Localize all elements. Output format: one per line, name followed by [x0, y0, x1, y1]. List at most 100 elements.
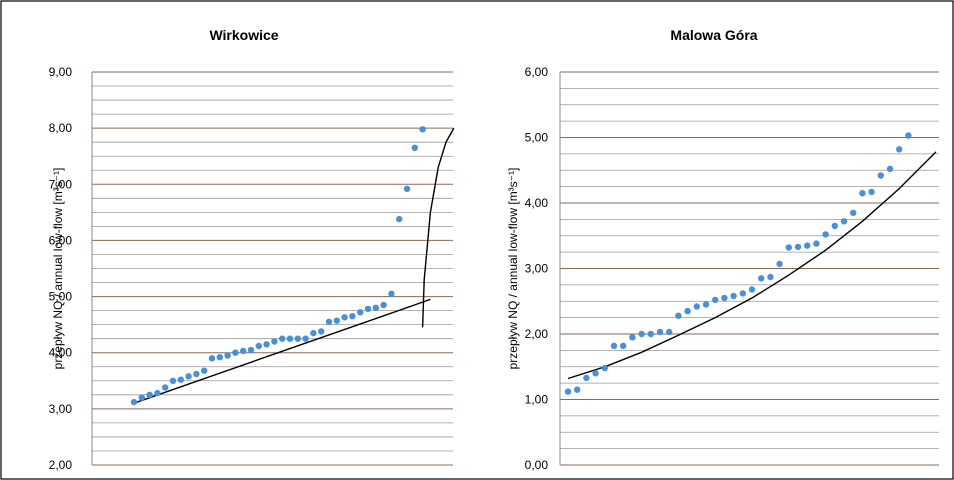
data-point [247, 346, 255, 354]
data-point [794, 243, 802, 251]
data-point [583, 374, 590, 382]
data-point [767, 273, 774, 281]
data-point [610, 342, 618, 349]
data-point [146, 391, 153, 398]
data-point [216, 354, 223, 361]
data-point [177, 376, 184, 383]
data-point [271, 338, 278, 345]
data-point [675, 312, 682, 319]
data-point [255, 342, 262, 350]
data-point [638, 330, 645, 338]
data-point [240, 347, 247, 355]
data-point [758, 275, 765, 282]
data-point [868, 188, 875, 196]
y-tick-label: 5,00 [525, 131, 549, 145]
data-point [333, 317, 340, 324]
y-tick-label: 9,00 [49, 65, 73, 79]
y-tick-label: 3,00 [49, 402, 73, 416]
data-point [380, 301, 387, 309]
data-point [130, 398, 138, 406]
data-point [739, 290, 746, 297]
chart-0: Wirkowice 2,00 3,00 4,00 5,00 6,00 7,00 8,00 9,0… [49, 27, 455, 472]
data-point [620, 342, 627, 349]
data-point [693, 303, 700, 310]
data-point [325, 318, 333, 325]
trend-line [133, 298, 431, 404]
chart-title: Wirkowice [209, 27, 278, 43]
y-axis-title: przepływ NQ / annual low-flow [m³s⁻¹] [51, 168, 65, 370]
data-point [656, 328, 664, 336]
data-point [263, 341, 270, 348]
data-point [666, 328, 673, 336]
data-point [286, 335, 294, 342]
data-point [702, 301, 710, 308]
y-tick-label: 6,00 [525, 65, 549, 79]
data-point [896, 146, 903, 153]
data-point [850, 209, 857, 216]
data-point [169, 377, 177, 384]
data-point [294, 335, 301, 342]
data-point [629, 334, 636, 341]
data-point [154, 389, 161, 397]
data-point [318, 328, 325, 335]
data-point [647, 330, 654, 338]
y-tick-label: 6,00 [49, 233, 73, 247]
data-point [232, 349, 239, 356]
data-point [138, 394, 145, 401]
data-point [804, 242, 811, 249]
data-point [601, 364, 608, 372]
data-point [831, 222, 838, 230]
y-tick-label: 2,00 [49, 458, 73, 472]
data-point [279, 335, 286, 342]
data-point [886, 165, 894, 173]
data-point [341, 314, 348, 321]
data-point [877, 172, 884, 179]
data-point [349, 313, 356, 320]
data-point [776, 260, 783, 268]
data-point [364, 305, 372, 313]
data-point [785, 244, 792, 251]
data-point [822, 231, 829, 238]
data-point [208, 355, 216, 362]
data-point [684, 307, 691, 315]
trend-line [421, 127, 455, 328]
y-axis-title: przepływ NQ / annual low-flow [m³s⁻¹] [506, 168, 520, 370]
data-point [302, 335, 309, 342]
y-tick-label: 3,00 [525, 262, 549, 276]
data-point [224, 352, 231, 359]
data-point [185, 373, 192, 380]
data-point [721, 294, 728, 302]
data-point [712, 296, 719, 304]
data-point [396, 215, 403, 223]
data-point [419, 126, 426, 133]
data-point [813, 240, 820, 247]
data-point [388, 290, 395, 297]
trend-line [567, 151, 937, 380]
y-tick-label: 4,00 [49, 346, 73, 360]
data-point [859, 190, 866, 197]
data-point [193, 370, 200, 378]
data-point [162, 384, 169, 391]
data-point [748, 286, 756, 293]
data-point [201, 367, 208, 374]
chart-title: Malowa Góra [670, 27, 757, 43]
y-tick-label: 4,00 [525, 196, 549, 210]
y-tick-label: 0,00 [525, 458, 549, 472]
data-point [840, 218, 848, 225]
y-tick-label: 7,00 [49, 177, 73, 191]
data-point [372, 304, 379, 311]
data-point [564, 388, 572, 395]
y-tick-label: 8,00 [49, 121, 73, 135]
data-point [574, 386, 581, 393]
data-point [310, 329, 317, 337]
data-point [592, 370, 599, 377]
data-point [411, 144, 418, 151]
y-tick-label: 1,00 [525, 393, 549, 407]
data-point [357, 309, 364, 316]
y-tick-label: 5,00 [49, 290, 73, 304]
data-point [730, 292, 737, 300]
y-tick-label: 2,00 [525, 327, 549, 341]
